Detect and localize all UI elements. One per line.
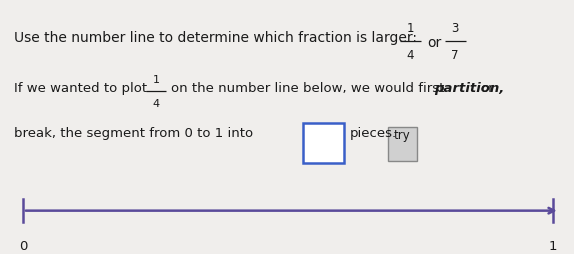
Text: or: or	[428, 36, 442, 50]
Text: on the number line below, we would first: on the number line below, we would first	[171, 81, 444, 94]
Bar	[388, 127, 417, 161]
Text: or: or	[480, 81, 494, 94]
Text: 3: 3	[452, 22, 459, 35]
Text: 1: 1	[549, 239, 557, 252]
Bar	[303, 123, 344, 164]
Text: partition,: partition,	[434, 81, 504, 94]
Text: 1: 1	[406, 22, 414, 35]
Text: 0: 0	[19, 239, 27, 252]
Text: 7: 7	[451, 49, 459, 62]
Text: break, the segment from 0 to 1 into: break, the segment from 0 to 1 into	[14, 127, 254, 140]
Text: If we wanted to plot: If we wanted to plot	[14, 81, 148, 94]
Text: try: try	[394, 128, 411, 141]
Text: pieces.: pieces.	[350, 127, 397, 140]
Text: 4: 4	[406, 49, 414, 62]
Text: Use the number line to determine which fraction is larger:: Use the number line to determine which f…	[14, 30, 417, 44]
Text: 4: 4	[153, 99, 160, 108]
Text: 1: 1	[153, 74, 160, 84]
